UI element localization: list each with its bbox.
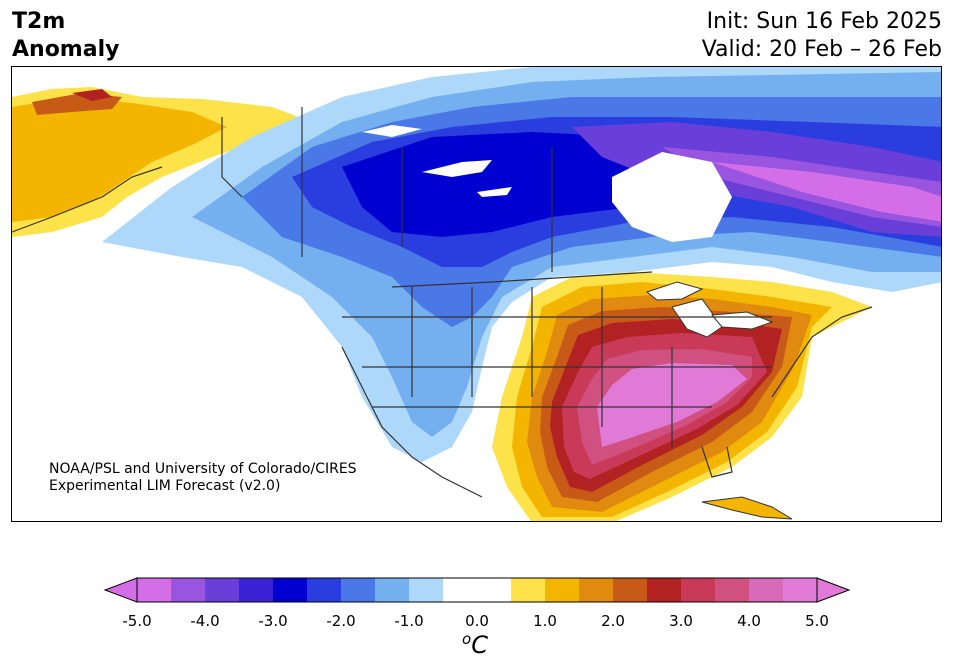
title-line-2: Anomaly [12, 37, 120, 62]
colorbar-swatch [579, 578, 614, 602]
credit-line-1: NOAA/PSL and University of Colorado/CIRE… [49, 461, 357, 477]
alaska-warm-region [12, 87, 312, 237]
colorbar-tick-label: -3.0 [258, 612, 288, 630]
great-lakes [645, 281, 774, 338]
map-title: T2m Anomaly [12, 8, 119, 64]
colorbar-swatch [477, 578, 512, 602]
colorbar-swatch [239, 578, 274, 602]
credit-line-2: Experimental LIM Forecast (v2.0) [49, 478, 281, 494]
boundaries [12, 107, 873, 498]
colorbar-tick-label: 3.0 [669, 612, 693, 630]
colorbar-tick-label: 4.0 [737, 612, 761, 630]
valid-range: Valid: 20 Feb – 26 Feb [701, 37, 942, 62]
colorbar-swatch [443, 578, 478, 602]
colorbar-swatch [375, 578, 410, 602]
colorbar-swatch [613, 578, 648, 602]
colorbar-tick-label: -5.0 [122, 612, 152, 630]
water-bodies [362, 125, 732, 242]
colorbar-swatch [715, 578, 750, 602]
colorbar-extend-high [816, 577, 851, 603]
colorbar-swatch [511, 578, 546, 602]
init-date: Init: Sun 16 Feb 2025 [706, 9, 942, 34]
map-svg [12, 67, 941, 521]
colorbar-swatch [205, 578, 240, 602]
colorbar-unit: oC [462, 630, 488, 659]
colorbar-tick-label: 1.0 [533, 612, 557, 630]
colorbar-swatch [307, 578, 342, 602]
forecast-dates: Init: Sun 16 Feb 2025 Valid: 20 Feb – 26… [702, 8, 942, 64]
colorbar-swatch [137, 578, 172, 602]
colorbar-tick-label: -4.0 [190, 612, 220, 630]
credit-text: NOAA/PSL and University of Colorado/CIRE… [49, 461, 357, 495]
colorbar-tick-label: 0.0 [465, 612, 489, 630]
colorbar-swatch [783, 578, 818, 602]
colorbar-extend-low [103, 577, 138, 603]
colorbar [103, 577, 851, 603]
colorbar-swatch [545, 578, 580, 602]
unit-letter: C [471, 631, 488, 659]
colorbar-outline [136, 577, 818, 603]
anomaly-map [11, 66, 942, 522]
colorbar-tick-label: 2.0 [601, 612, 625, 630]
title-line-1: T2m [12, 9, 66, 34]
colorbar-swatch [409, 578, 444, 602]
colorbar-tick-label: 5.0 [805, 612, 829, 630]
colorbar-tick-label: -1.0 [394, 612, 424, 630]
canada-cold-region [102, 67, 941, 462]
colorbar-swatch [749, 578, 784, 602]
cuba-region [701, 496, 793, 520]
colorbar-swatch [171, 578, 206, 602]
colorbar-swatch [647, 578, 682, 602]
unit-superscript: o [462, 630, 472, 648]
colorbar-swatch [341, 578, 376, 602]
colorbar-tick-label: -2.0 [326, 612, 356, 630]
colorbar-swatch [273, 578, 308, 602]
colorbar-swatch [681, 578, 716, 602]
